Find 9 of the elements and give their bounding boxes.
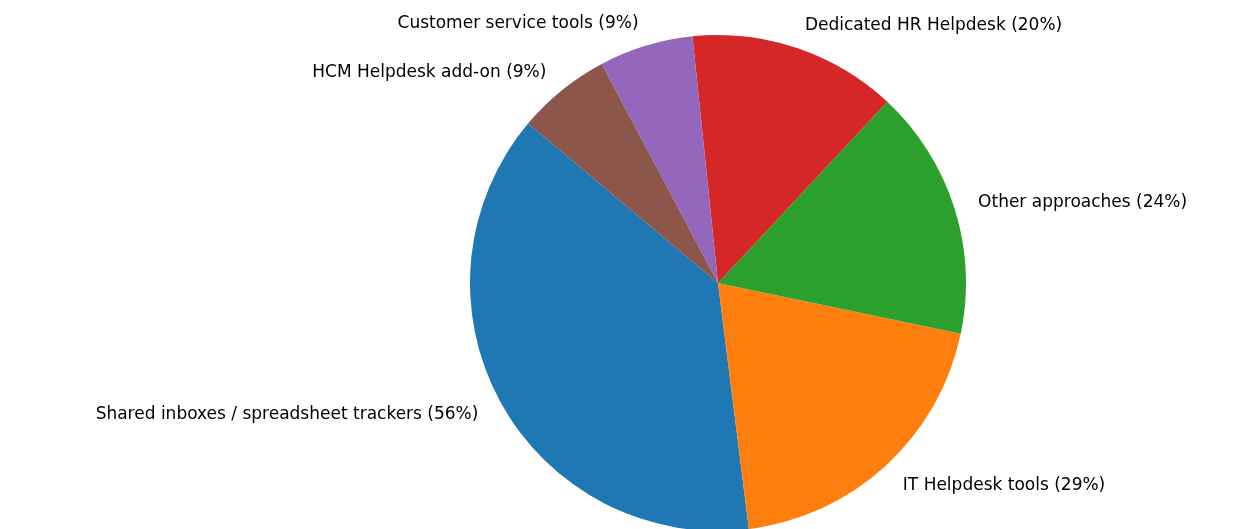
slice-label: HCM Helpdesk add-on (9%) — [312, 60, 547, 81]
slice-label: Customer service tools (9%) — [397, 11, 639, 32]
pie-slice — [692, 35, 888, 283]
slice-label: Other approaches (24%) — [978, 190, 1188, 211]
pie-slice — [718, 101, 966, 334]
pie-slice — [601, 36, 718, 283]
slice-label: Dedicated HR Helpdesk (20%) — [804, 14, 1063, 35]
slice-label: IT Helpdesk tools (29%) — [902, 473, 1106, 494]
slice-label: Shared inboxes / spreadsheet trackers (56%) — [95, 403, 479, 424]
